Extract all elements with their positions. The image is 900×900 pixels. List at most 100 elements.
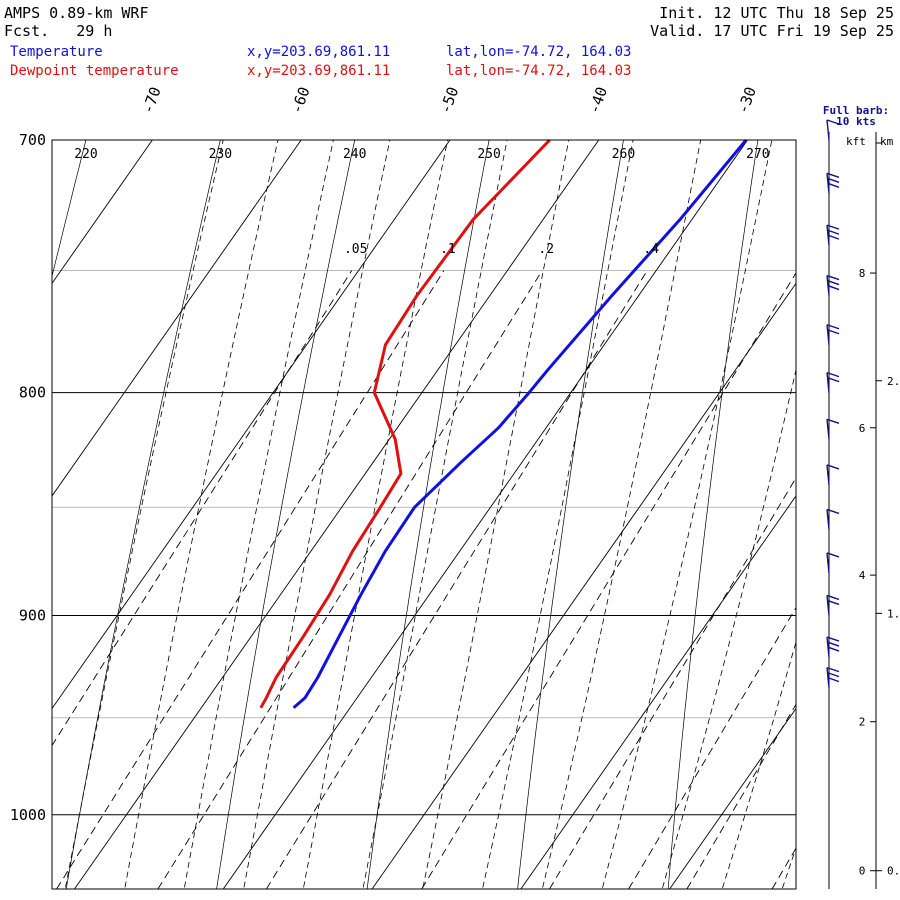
wind-barb-staff [826, 324, 830, 345]
wind-barb-staff [826, 119, 830, 141]
wind-barb-flag [826, 418, 840, 425]
legend-dewpoint-xy: x,y=203.69,861.11 [247, 63, 391, 79]
moist-adiabat-line [64, 140, 224, 889]
dewpoint-trace [259, 138, 551, 709]
moist-adiabat-line [302, 140, 448, 889]
isotherm-line [818, 140, 900, 889]
pressure-label: 800 [19, 384, 46, 402]
init-time: Init. 12 UTC Thu 18 Sep 25 [659, 4, 894, 22]
wind-barb-flag [827, 177, 840, 183]
wind-barb-staff [826, 509, 830, 530]
wind-barb-flag [827, 676, 840, 683]
wind-barb-flag [827, 641, 840, 647]
isotherm-label: -40 [585, 84, 611, 116]
wind-barb-flag [827, 234, 840, 240]
dry-adiabat-line [517, 140, 624, 889]
mixing-ratio-label: .05 [344, 242, 367, 257]
kft-tick-label: 2 [859, 716, 866, 729]
legend-temperature-xy: x,y=203.69,861.11 [247, 44, 391, 60]
plot-frame [51, 139, 797, 890]
wind-barb-flag [826, 371, 840, 378]
kft-tick-label: 8 [859, 267, 866, 280]
wind-barb-flag [827, 376, 840, 383]
isotherm-label: -70 [139, 84, 165, 116]
dry-adiabat-line [52, 140, 87, 278]
moist-adiabat-line [781, 846, 796, 889]
moist-adiabat-line [721, 640, 796, 889]
kft-tick-label: 0 [859, 865, 866, 878]
wind-barb-staff [826, 464, 830, 486]
kft-axis-label: kft [846, 135, 866, 148]
isotherm-line [52, 140, 153, 285]
mixing-ratio-line [266, 270, 648, 889]
kft-tick-label: 6 [859, 422, 866, 435]
theta-label: 250 [477, 147, 500, 162]
wind-barb-staff [826, 372, 830, 393]
legend-temperature-latlon: lat,lon=-74.72, 164.03 [446, 44, 632, 60]
wind-barb-flag [826, 594, 840, 601]
barb-legend-line1: Full barb: [823, 104, 889, 117]
wind-barb-flag [826, 274, 840, 281]
forecast-hour: Fcst. 29 h [4, 22, 113, 40]
dry-adiabat-line [65, 140, 221, 889]
wind-barb-staff [826, 552, 830, 574]
moist-adiabat-line [124, 140, 279, 889]
isotherm-label: -60 [287, 84, 313, 116]
wind-barb-flag [826, 172, 840, 178]
isotherm-line [669, 707, 796, 889]
wind-barb-flag [827, 279, 840, 286]
mixing-ratio-line [628, 606, 796, 889]
theta-label: 230 [209, 147, 232, 162]
legend-dewpoint-name: Dewpoint temperature [10, 63, 179, 79]
temperature-trace [292, 139, 748, 709]
dry-adiabat-line [667, 140, 759, 889]
kft-tick-label: 4 [859, 569, 866, 582]
moist-adiabat-line [836, 140, 900, 900]
theta-label: 270 [746, 147, 769, 162]
wind-barb-flag [827, 229, 840, 235]
km-axis-label: km [880, 135, 894, 148]
legend-dewpoint-latlon: lat,lon=-74.72, 164.03 [446, 63, 632, 79]
barb-legend-text: 10 kts [836, 115, 876, 128]
moist-adiabat-line [422, 140, 570, 889]
wind-barb-flag [827, 284, 840, 291]
mixing-ratio-line [56, 270, 445, 889]
mixing-ratio-line [686, 703, 796, 889]
isotherm-line [520, 495, 796, 889]
wind-barb-flag [827, 329, 840, 335]
mixing-ratio-line [771, 847, 796, 889]
pressure-label: 700 [19, 131, 46, 149]
plot-area [0, 140, 900, 900]
mixing-ratio-label: .4 [643, 242, 659, 257]
wind-barb-flag [826, 324, 840, 330]
wind-barb-flag [826, 508, 840, 515]
isotherm-label: -50 [436, 84, 462, 116]
wind-barb-flag [827, 182, 840, 188]
wind-barb-flag [827, 599, 840, 606]
model-title: AMPS 0.89-km WRF [4, 4, 149, 22]
wind-barb-flag [827, 671, 840, 678]
mixing-ratio-line [549, 477, 796, 889]
wind-barb-flag [826, 224, 840, 230]
isotherm-line [52, 140, 451, 710]
dry-adiabat-line [216, 140, 356, 889]
mixing-ratio-label: .1 [440, 242, 456, 257]
wind-barb-flag [826, 464, 840, 470]
isotherm-line [222, 140, 748, 889]
isotherm-line [0, 140, 4, 889]
wind-barb-flag [826, 119, 840, 125]
wind-barb-flag [826, 636, 840, 642]
isotherm-line [371, 282, 796, 889]
wind-barb-staff [826, 595, 830, 616]
dry-adiabat-line [819, 140, 893, 889]
moist-adiabat-line [243, 140, 391, 889]
km-tick-label: 2. [887, 375, 900, 388]
moist-adiabat-line [183, 140, 334, 889]
moist-adiabat-line [661, 368, 796, 889]
legend-temperature-name: Temperature [10, 44, 103, 60]
mixing-ratio-line [421, 272, 796, 889]
theta-label: 260 [612, 147, 635, 162]
moist-adiabat-line [482, 140, 634, 889]
moist-adiabat-line [895, 140, 900, 900]
